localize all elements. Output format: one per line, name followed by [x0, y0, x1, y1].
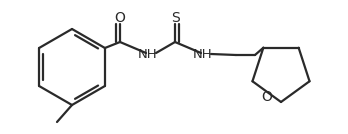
- Text: O: O: [261, 90, 272, 104]
- Text: NH: NH: [138, 49, 158, 62]
- Text: S: S: [171, 11, 179, 25]
- Text: NH: NH: [193, 49, 213, 62]
- Text: O: O: [114, 11, 125, 25]
